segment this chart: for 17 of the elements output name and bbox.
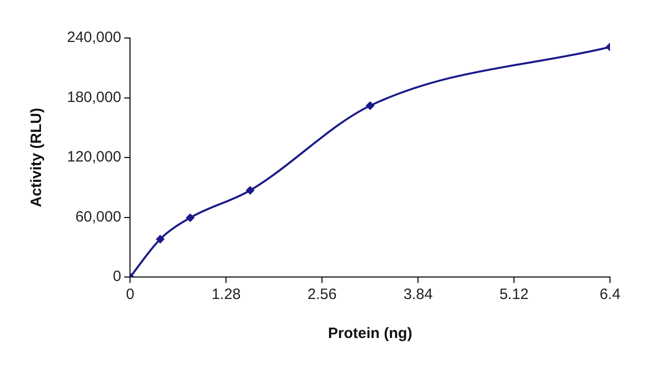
x-axis-title: Protein (ng) [328, 325, 412, 342]
x-tick-label: 2.56 [308, 286, 337, 304]
y-tick-label: 60,000 [75, 208, 122, 226]
y-tick-label: 120,000 [66, 148, 122, 166]
x-tick-label: 1.28 [212, 286, 241, 304]
point [246, 186, 254, 194]
point [156, 235, 164, 244]
x-tick-label: 0 [126, 286, 134, 304]
y-tick-label: 0 [112, 268, 122, 286]
point [366, 102, 374, 110]
y-axis-title: Activity (RLU) [28, 108, 46, 208]
y-tick-label: 180,000 [66, 88, 122, 106]
x-tick-label: 5.12 [499, 286, 529, 304]
y-tick-label: 240,000 [66, 29, 122, 46]
x-tick-label: 6.4 [600, 286, 620, 304]
x-tick-label: 3.84 [403, 286, 433, 304]
point [186, 214, 194, 222]
